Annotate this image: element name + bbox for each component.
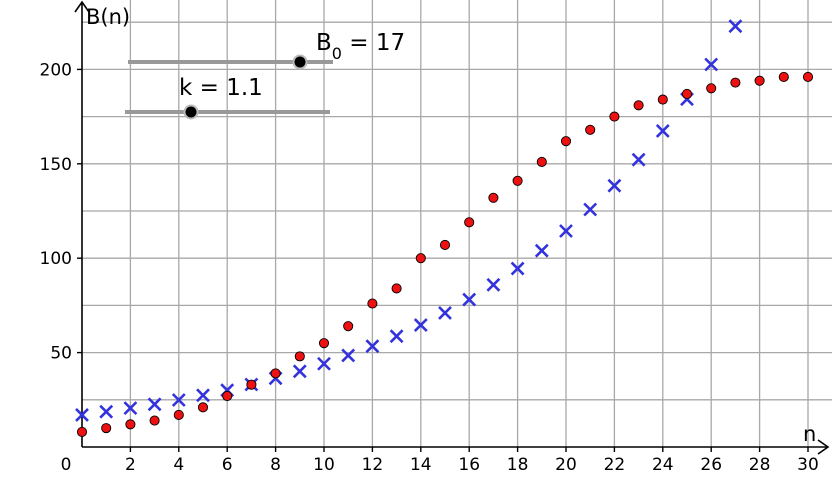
cross-point xyxy=(292,364,307,379)
cross-point xyxy=(438,306,452,320)
grid xyxy=(82,0,832,447)
x-axis-arrow xyxy=(817,439,830,455)
dot-point xyxy=(706,83,717,94)
x-tick-label: 30 xyxy=(797,455,819,475)
axes xyxy=(74,0,830,455)
x-tick-label: 28 xyxy=(749,455,771,475)
slider-b0-handle[interactable] xyxy=(294,56,306,68)
dot-point xyxy=(536,156,547,167)
slider-k-handle[interactable] xyxy=(185,106,197,118)
y-tick-label: 100 xyxy=(40,249,72,269)
y-axis-label: B(n) xyxy=(86,5,130,29)
dot-point xyxy=(609,111,620,122)
x-axis-label: n xyxy=(803,422,816,446)
cross-point xyxy=(99,404,114,419)
dot-point xyxy=(681,88,693,99)
cross-point xyxy=(510,261,525,276)
dot-point xyxy=(633,100,644,111)
dot-point xyxy=(76,426,88,437)
x-tick-label: 12 xyxy=(362,455,384,475)
series-layer xyxy=(75,19,814,437)
cross-point xyxy=(631,152,646,167)
cross-point xyxy=(534,243,549,258)
cross-point xyxy=(655,124,670,138)
x-tick-label: 18 xyxy=(507,455,529,475)
x-tick-label: 8 xyxy=(270,455,281,475)
cross-point xyxy=(559,224,573,238)
dot-point xyxy=(270,368,281,379)
dot-point xyxy=(101,423,112,434)
dot-point xyxy=(391,283,402,294)
dot-point xyxy=(149,415,160,426)
dot-point xyxy=(197,402,209,413)
x-tick-label: 22 xyxy=(604,455,626,475)
dot-point xyxy=(294,351,305,362)
slider-b0-label: B0 = 17 xyxy=(316,30,405,63)
cross-point xyxy=(196,388,210,403)
dot-point xyxy=(560,136,572,147)
y-axis-arrow xyxy=(74,0,90,13)
y-tick-label: 150 xyxy=(40,155,72,175)
cross-point xyxy=(75,407,89,422)
cross-point xyxy=(389,329,404,344)
dot-point xyxy=(318,338,330,349)
dot-point xyxy=(173,409,184,420)
cross-point xyxy=(341,348,356,363)
cross-point xyxy=(365,339,380,354)
cross-point xyxy=(583,202,598,217)
x-tick-label: 14 xyxy=(410,455,432,475)
cross-point xyxy=(704,57,719,72)
slider-k-label: k = 1.1 xyxy=(179,75,263,101)
cross-point xyxy=(462,292,477,307)
y-tick-label: 50 xyxy=(50,344,72,364)
cross-point xyxy=(607,178,622,193)
dot-point xyxy=(488,192,499,203)
x-tick-label: 6 xyxy=(222,455,233,475)
x-tick-label: 24 xyxy=(652,455,674,475)
x-tick-label: 16 xyxy=(458,455,480,475)
dot-point xyxy=(464,217,475,228)
dot-point xyxy=(802,71,814,83)
dot-point xyxy=(439,239,451,251)
dot-point xyxy=(125,419,136,430)
cross-point xyxy=(171,393,186,407)
x-tick-label: 20 xyxy=(555,455,577,475)
cross-point xyxy=(728,19,743,34)
x-tick-label: 10 xyxy=(313,455,335,475)
cross-point xyxy=(147,397,162,412)
y-tick-label: 200 xyxy=(40,60,72,80)
x-tick-label: 0 xyxy=(61,455,72,475)
dot-point xyxy=(778,71,789,83)
dot-point xyxy=(343,321,354,332)
slider-k[interactable]: k = 1.1 xyxy=(125,75,330,120)
dot-point xyxy=(512,175,523,186)
series-1 xyxy=(76,71,814,437)
x-tick-label: 4 xyxy=(173,455,184,475)
dot-point xyxy=(367,298,378,309)
dot-point xyxy=(222,390,233,402)
cross-point xyxy=(413,318,428,332)
cross-point xyxy=(123,401,138,416)
dot-point xyxy=(415,253,426,264)
x-tick-label: 26 xyxy=(700,455,722,475)
dot-point xyxy=(657,94,668,105)
dot-point xyxy=(754,75,765,86)
slider-b0[interactable]: B0 = 17 xyxy=(128,30,405,70)
dot-point xyxy=(585,124,596,135)
dot-point xyxy=(730,77,741,88)
cross-point xyxy=(317,356,331,371)
dot-point xyxy=(246,379,257,390)
cross-point xyxy=(486,277,501,292)
x-tick-label: 2 xyxy=(125,455,136,475)
